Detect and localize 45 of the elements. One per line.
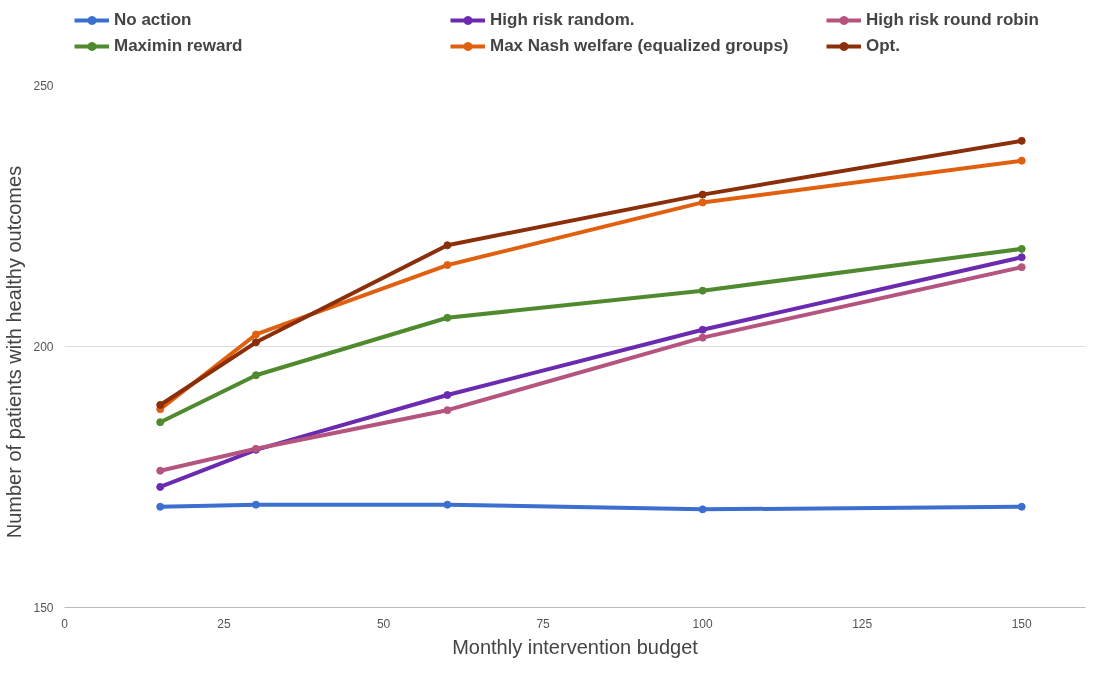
point xyxy=(443,391,452,400)
legend-label: High risk random. xyxy=(490,10,636,30)
point xyxy=(443,261,452,270)
legend-label: Maximin reward xyxy=(114,36,244,56)
x-tick-label: 125 xyxy=(852,616,873,631)
legend-label: High risk round robin xyxy=(866,10,1040,30)
point xyxy=(443,241,452,250)
point xyxy=(1017,502,1026,511)
point xyxy=(443,406,452,415)
y-tick-label: 200 xyxy=(33,340,54,354)
y-tick-label: 150 xyxy=(33,601,54,615)
point xyxy=(156,482,165,491)
point xyxy=(698,198,707,207)
y-tick-label: 250 xyxy=(33,79,54,93)
point xyxy=(698,190,707,199)
legend-label: Opt. xyxy=(866,36,901,56)
point xyxy=(251,500,260,509)
legend-label: Max Nash welfare (equalized groups) xyxy=(490,36,790,56)
x-tick-label: 100 xyxy=(692,616,713,631)
point xyxy=(1017,253,1026,262)
x-tick-label: 25 xyxy=(217,616,232,631)
point xyxy=(698,325,707,334)
point xyxy=(156,466,165,475)
point xyxy=(698,286,707,295)
x-axis-title: Monthly intervention budget xyxy=(452,635,699,658)
point xyxy=(443,313,452,322)
point xyxy=(1017,156,1026,165)
y-axis-title: Number of patients with healthy outcomes xyxy=(3,165,26,539)
point xyxy=(156,502,165,511)
x-tick-label: 150 xyxy=(1011,616,1033,631)
point xyxy=(251,330,260,339)
x-tick-label: 0 xyxy=(61,616,69,631)
x-tick-label: 75 xyxy=(536,616,551,631)
x-tick-label: 50 xyxy=(376,616,391,631)
point xyxy=(698,333,707,342)
point xyxy=(1017,136,1026,145)
point xyxy=(698,505,707,514)
point xyxy=(1017,263,1026,272)
point xyxy=(251,338,260,347)
legend-label: No action xyxy=(114,10,193,30)
point xyxy=(1017,244,1026,253)
point xyxy=(251,371,260,380)
point xyxy=(443,500,452,509)
point xyxy=(156,418,165,427)
point xyxy=(156,400,165,409)
